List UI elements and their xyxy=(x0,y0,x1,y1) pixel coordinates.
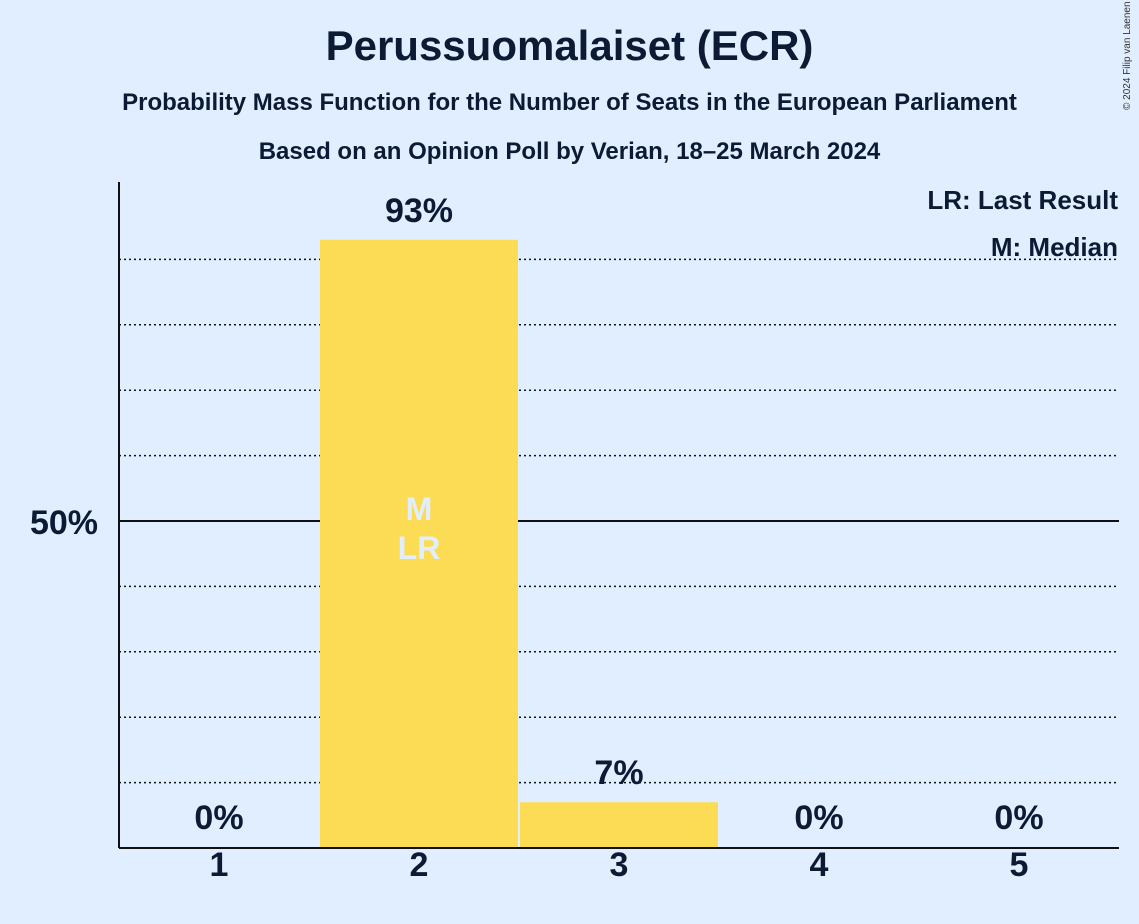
x-tick-label: 1 xyxy=(210,846,229,884)
x-tick-label: 4 xyxy=(810,846,829,884)
chart-subtitle: Probability Mass Function for the Number… xyxy=(122,89,1017,116)
value-label-4: 0% xyxy=(794,799,843,837)
median-marker: M xyxy=(406,491,433,527)
legend-last-result: LR: Last Result xyxy=(927,185,1118,215)
bar-2 xyxy=(320,239,518,848)
chart-source-line: Based on an Opinion Poll by Verian, 18–2… xyxy=(258,138,881,165)
value-label-2: 93% xyxy=(385,192,453,230)
last-result-marker: LR xyxy=(398,530,441,566)
value-label-1: 0% xyxy=(194,799,243,837)
legend-median: M: Median xyxy=(991,232,1118,262)
x-tick-label: 3 xyxy=(610,846,629,884)
value-label-5: 0% xyxy=(994,799,1043,837)
bar-3 xyxy=(520,802,718,848)
x-tick-label: 2 xyxy=(410,846,429,884)
x-tick-label: 5 xyxy=(1010,846,1029,884)
chart-title: Perussuomalaiset (ECR) xyxy=(325,22,814,69)
value-label-3: 7% xyxy=(594,754,643,792)
y-tick-label: 50% xyxy=(30,504,98,542)
